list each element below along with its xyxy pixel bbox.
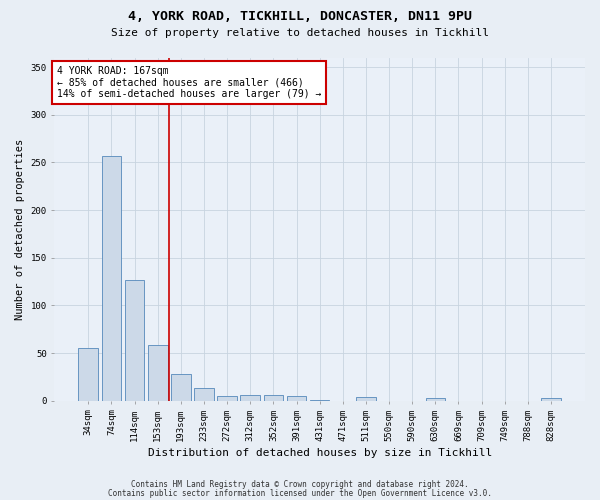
Bar	[148, 346, 167, 401]
Text: Contains HM Land Registry data © Crown copyright and database right 2024.: Contains HM Land Registry data © Crown c…	[131, 480, 469, 489]
Y-axis label: Number of detached properties: Number of detached properties	[15, 138, 25, 320]
Bar	[79, 348, 98, 401]
Bar	[541, 398, 561, 400]
Bar	[287, 396, 307, 400]
Bar	[356, 397, 376, 400]
Bar	[194, 388, 214, 400]
X-axis label: Distribution of detached houses by size in Tickhill: Distribution of detached houses by size …	[148, 448, 492, 458]
Bar	[241, 395, 260, 400]
Bar	[425, 398, 445, 400]
Text: 4, YORK ROAD, TICKHILL, DONCASTER, DN11 9PU: 4, YORK ROAD, TICKHILL, DONCASTER, DN11 …	[128, 10, 472, 23]
Bar	[217, 396, 237, 400]
Bar	[171, 374, 191, 400]
Bar	[101, 156, 121, 400]
Text: Size of property relative to detached houses in Tickhill: Size of property relative to detached ho…	[111, 28, 489, 38]
Bar	[125, 280, 145, 400]
Text: Contains public sector information licensed under the Open Government Licence v3: Contains public sector information licen…	[108, 489, 492, 498]
Text: 4 YORK ROAD: 167sqm
← 85% of detached houses are smaller (466)
14% of semi-detac: 4 YORK ROAD: 167sqm ← 85% of detached ho…	[57, 66, 322, 100]
Bar	[263, 395, 283, 400]
